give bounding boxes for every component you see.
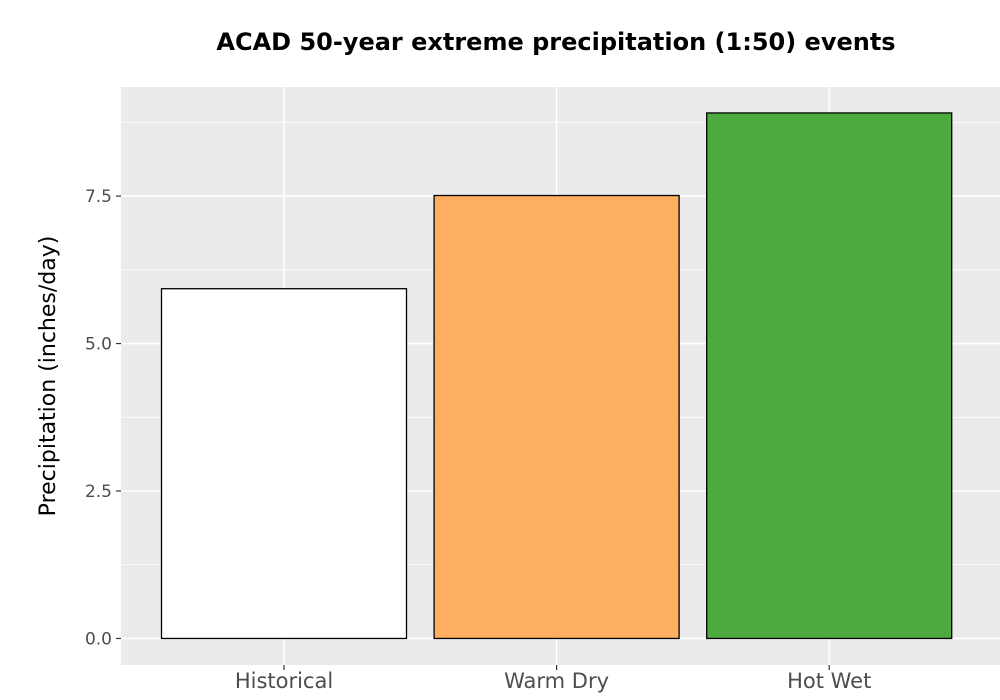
chart-title: ACAD 50-year extreme precipitation (1:50… (216, 28, 896, 56)
x-tick-label: Hot Wet (787, 669, 871, 693)
y-tick-label: 0.0 (85, 629, 112, 649)
axes: 0.0 2.5 5.0 7.5 Historical Warm Dry Hot Wet (85, 187, 871, 693)
y-tick-label: 5.0 (85, 335, 112, 355)
bar-warm-dry (433, 194, 680, 640)
x-tick-label: Historical (235, 669, 333, 693)
y-tick-label: 2.5 (85, 482, 112, 502)
y-axis-label: Precipitation (inches/day) (36, 236, 61, 517)
x-tick-label: Warm Dry (504, 669, 609, 693)
bar-hot-wet (706, 112, 953, 640)
y-tick-label: 7.5 (85, 187, 112, 207)
bar-historical (160, 288, 408, 640)
bars (160, 112, 953, 640)
